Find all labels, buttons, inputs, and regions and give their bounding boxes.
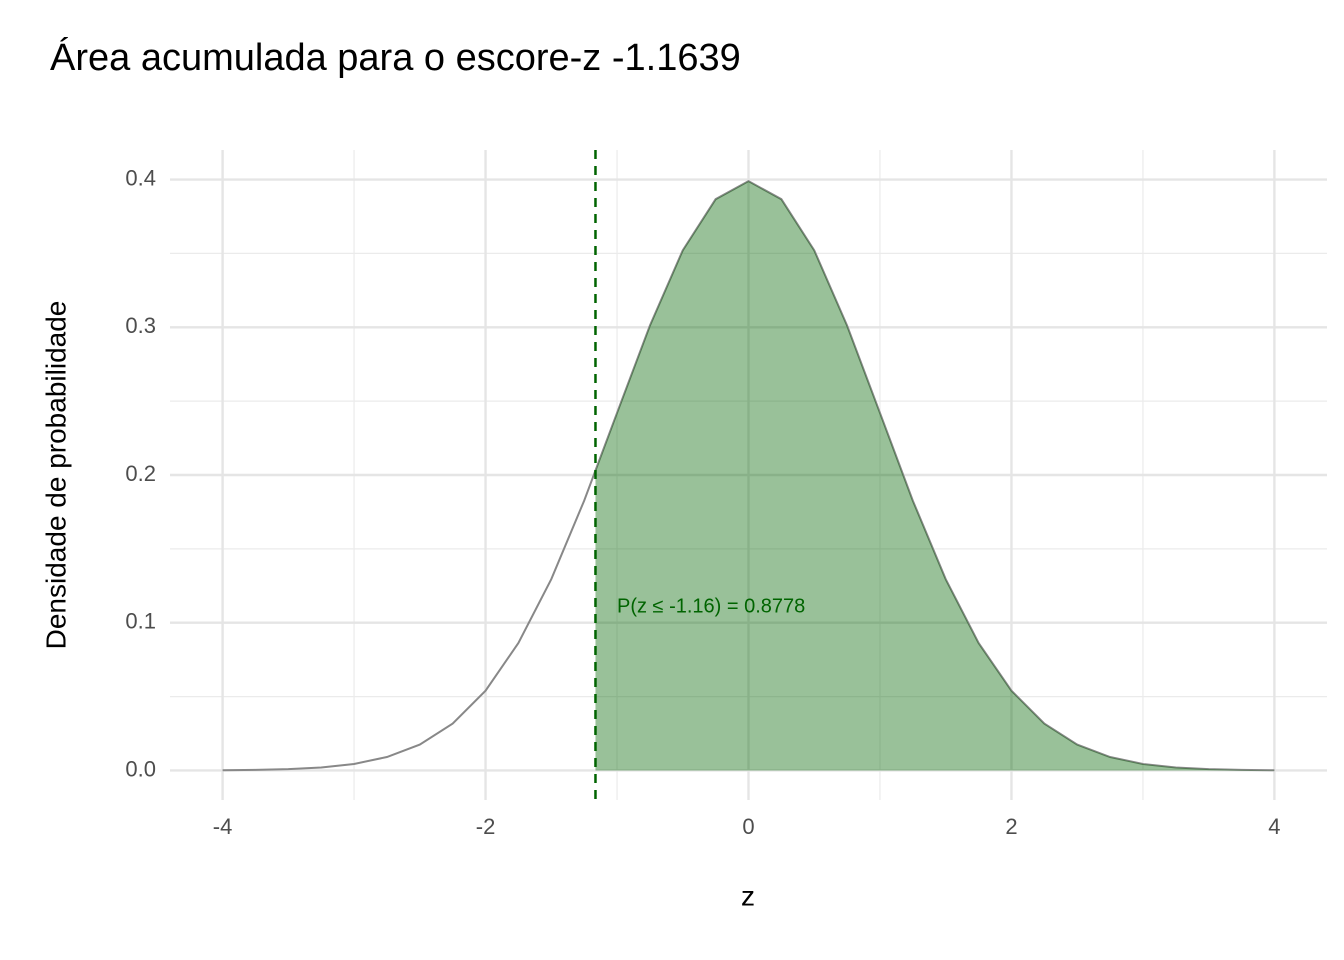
y-tick-label: 0.2 <box>125 461 156 486</box>
chart-title: Área acumulada para o escore-z -1.1639 <box>50 36 741 79</box>
shaded-area <box>595 181 1275 771</box>
x-tick-label: -2 <box>476 814 496 839</box>
x-tick-label: -4 <box>213 814 233 839</box>
y-axis-title: Densidade de probabilidade <box>40 301 71 650</box>
grid <box>170 150 1327 800</box>
x-tick-label: 2 <box>1005 814 1017 839</box>
x-tick-label: 4 <box>1268 814 1280 839</box>
plot-area <box>222 150 1275 800</box>
x-tick-label: 0 <box>742 814 754 839</box>
y-tick-label: 0.3 <box>125 313 156 338</box>
y-tick-label: 0.4 <box>125 165 156 190</box>
annotation: P(z ≤ -1.16) = 0.8778 <box>617 595 805 617</box>
x-axis-title: z <box>741 880 755 911</box>
y-tick-label: 0.1 <box>125 609 156 634</box>
y-tick-label: 0.0 <box>125 756 156 781</box>
density-curve <box>222 180 1275 772</box>
